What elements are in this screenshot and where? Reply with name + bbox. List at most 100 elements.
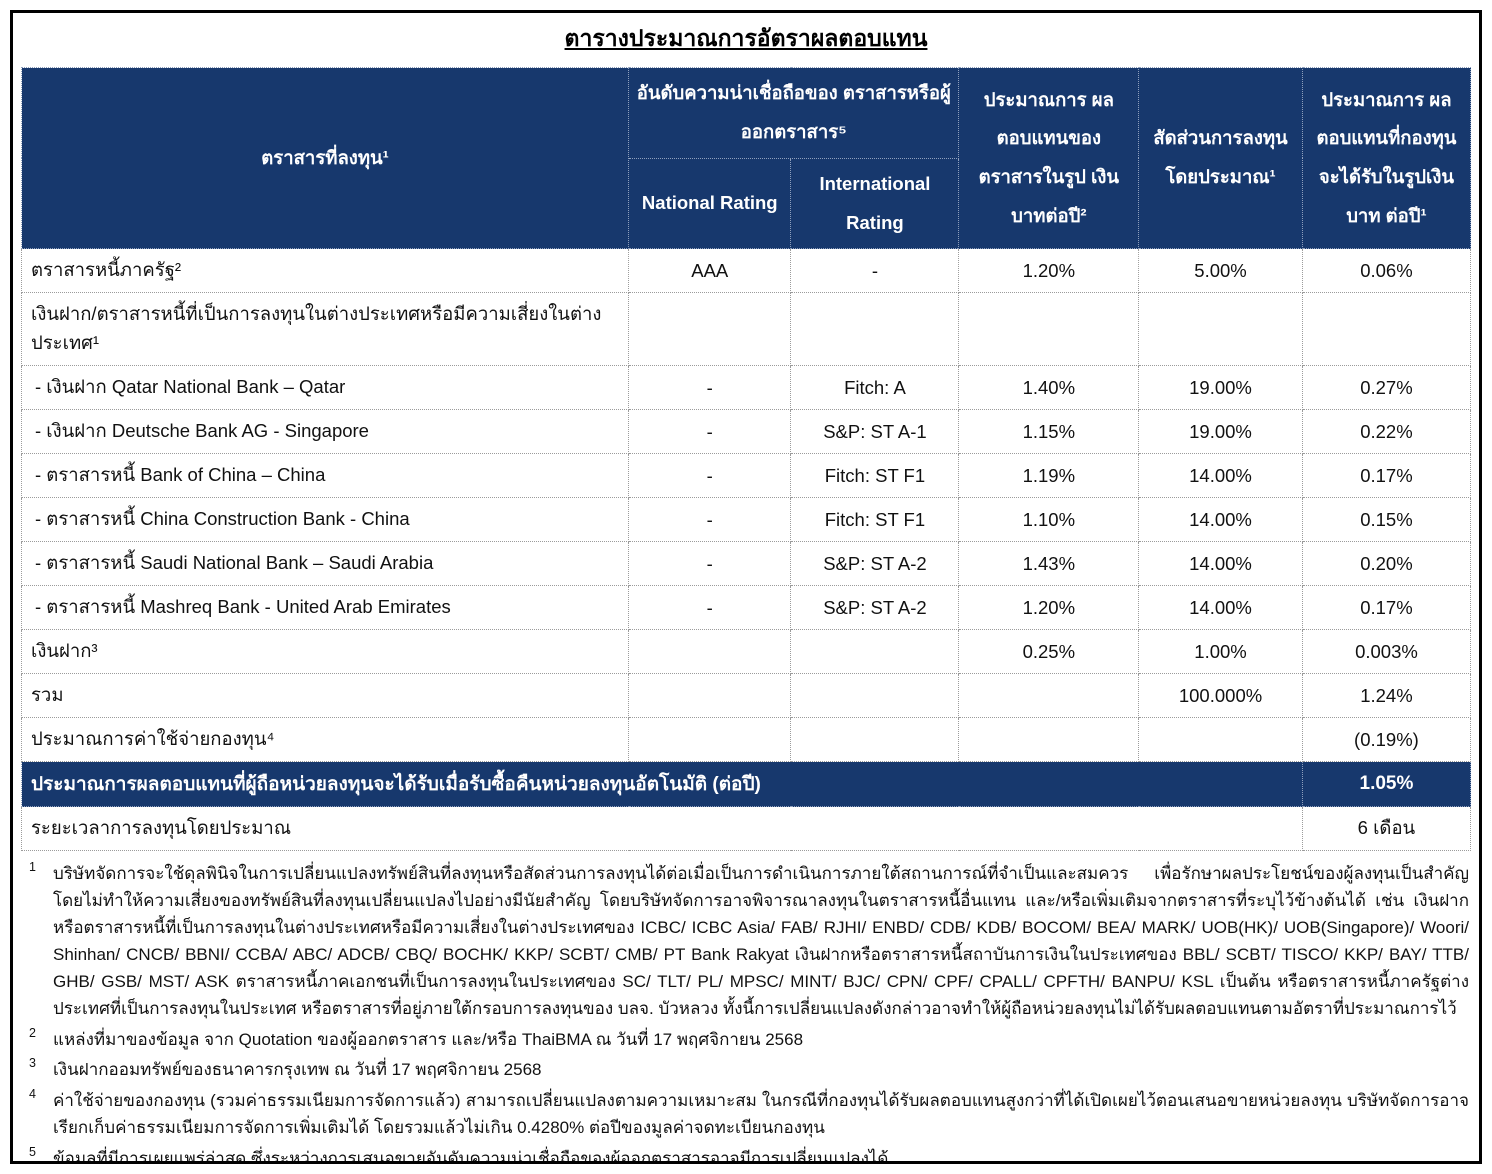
instrument-cell: ประมาณการค่าใช้จ่ายกองทุน⁴ bbox=[20, 717, 630, 763]
table-row: - ตราสารหนี้ Saudi National Bank – Saudi… bbox=[20, 541, 1472, 587]
fund-return-cell bbox=[1301, 292, 1472, 367]
col-header-national-rating: National Rating bbox=[628, 157, 792, 250]
footnote-marker: 2 bbox=[29, 1025, 36, 1040]
instrument-cell: เงินฝาก³ bbox=[20, 629, 630, 675]
international-rating-cell: Fitch: ST F1 bbox=[790, 497, 960, 543]
instrument-cell: - เงินฝาก Deutsche Bank AG - Singapore bbox=[20, 409, 630, 455]
returns-table: ตราสารที่ลงทุน¹ อันดับความน่าเชื่อถือของ… bbox=[20, 66, 1472, 852]
highlight-value: 1.05% bbox=[1301, 761, 1472, 808]
footnote-text: ค่าใช้จ่ายของกองทุน (รวมค่าธรรมเนียมการจ… bbox=[53, 1091, 1469, 1138]
period-label: ระยะเวลาการลงทุนโดยประมาณ bbox=[21, 806, 1303, 852]
footnote: 5 ข้อมูลที่มีการเผยแพร่ล่าสุด ซึ่งระหว่าง… bbox=[23, 1144, 1469, 1164]
table-row: เงินฝาก³ 0.25% 1.00% 0.003% bbox=[20, 629, 1472, 675]
table-row: เงินฝาก/ตราสารหนี้ที่เป็นการลงทุนในต่างป… bbox=[20, 292, 1472, 367]
international-rating-cell: Fitch: ST F1 bbox=[790, 453, 960, 499]
footnote-text: แหล่งที่มาของข้อมูล จาก Quotation ของผู้… bbox=[53, 1029, 804, 1049]
footnote-marker: 4 bbox=[29, 1087, 36, 1102]
international-rating-cell: Fitch: A bbox=[790, 365, 960, 411]
security-return-cell: 1.40% bbox=[958, 365, 1140, 411]
col-header-fund-return: ประมาณการ ผลตอบแทนที่กองทุน จะได้รับในรู… bbox=[1301, 66, 1472, 250]
proportion-cell bbox=[1138, 717, 1303, 763]
page-title: ตารางประมาณการอัตราผลตอบแทน bbox=[564, 25, 928, 51]
instrument-cell: - เงินฝาก Qatar National Bank – Qatar bbox=[20, 365, 630, 411]
col-header-instrument: ตราสารที่ลงทุน¹ bbox=[20, 66, 630, 250]
fund-return-cell: 0.003% bbox=[1301, 629, 1472, 675]
highlight-summary-row: ประมาณการผลตอบแทนที่ผู้ถือหน่วยลงทุนจะได… bbox=[21, 761, 1472, 808]
national-rating-cell: - bbox=[628, 409, 792, 455]
footnote-text: ข้อมูลที่มีการเผยแพร่ล่าสุด ซึ่งระหว่างก… bbox=[53, 1148, 889, 1164]
fund-return-cell: 0.17% bbox=[1301, 585, 1472, 631]
table-row: รวม 100.000% 1.24% bbox=[20, 673, 1472, 719]
international-rating-cell: S&P: ST A-1 bbox=[790, 409, 960, 455]
table-row: - เงินฝาก Qatar National Bank – Qatar - Fi… bbox=[20, 365, 1472, 411]
footnote-marker: 3 bbox=[29, 1056, 36, 1071]
security-return-cell: 0.25% bbox=[958, 629, 1140, 675]
national-rating-cell: - bbox=[628, 585, 792, 631]
proportion-cell: 14.00% bbox=[1138, 453, 1303, 499]
security-return-cell: 1.19% bbox=[958, 453, 1140, 499]
instrument-cell: ตราสารหนี้ภาครัฐ² bbox=[20, 248, 630, 294]
footnote-marker: 5 bbox=[29, 1144, 36, 1159]
highlight-label: ประมาณการผลตอบแทนที่ผู้ถือหน่วยลงทุนจะได… bbox=[21, 761, 1303, 808]
fund-return-cell: 0.20% bbox=[1301, 541, 1472, 587]
page-frame: ตารางประมาณการอัตราผลตอบแทน ตราสารที่ลงท… bbox=[10, 10, 1482, 1164]
proportion-cell: 19.00% bbox=[1138, 365, 1303, 411]
national-rating-cell: - bbox=[628, 541, 792, 587]
table-row: - เงินฝาก Deutsche Bank AG - Singapore - S… bbox=[20, 409, 1472, 455]
footnote-text: บริษัทจัดการจะใช้ดุลพินิจในการเปลี่ยนแปล… bbox=[53, 864, 1469, 1018]
col-header-security-return: ประมาณการ ผลตอบแทนของ ตราสารในรูป เงินบา… bbox=[958, 66, 1140, 250]
footnote: 3 เงินฝากออมทรัพย์ของธนาคารกรุงเทพ ณ วันท… bbox=[23, 1056, 1469, 1084]
security-return-cell bbox=[958, 717, 1140, 763]
national-rating-cell: AAA bbox=[628, 248, 792, 294]
national-rating-cell bbox=[628, 673, 792, 719]
fund-return-cell: 0.22% bbox=[1301, 409, 1472, 455]
col-header-rating-group: อันดับความน่าเชื่อถือของ ตราสารหรือผู้ออ… bbox=[628, 67, 960, 159]
proportion-cell bbox=[1138, 292, 1303, 367]
security-return-cell bbox=[958, 673, 1140, 719]
table-row: - ตราสารหนี้ China Construction Bank - C… bbox=[20, 497, 1472, 543]
footnote-marker: 1 bbox=[29, 860, 36, 875]
proportion-cell: 14.00% bbox=[1138, 497, 1303, 543]
footnotes-section: 1 บริษัทจัดการจะใช้ดุลพินิจในการเปลี่ยนแป… bbox=[21, 860, 1471, 1164]
footnote: 1 บริษัทจัดการจะใช้ดุลพินิจในการเปลี่ยนแป… bbox=[23, 860, 1469, 1022]
instrument-cell: - ตราสารหนี้ Mashreq Bank - United Arab … bbox=[20, 585, 630, 631]
security-return-cell: 1.20% bbox=[958, 585, 1140, 631]
table-row: ประมาณการค่าใช้จ่ายกองทุน⁴ (0.19%) bbox=[20, 717, 1472, 763]
instrument-cell: เงินฝาก/ตราสารหนี้ที่เป็นการลงทุนในต่างป… bbox=[20, 292, 630, 367]
national-rating-cell: - bbox=[628, 365, 792, 411]
table-row: ตราสารหนี้ภาครัฐ² AAA -1.20% 5.00% 0.06% bbox=[20, 248, 1472, 294]
fund-return-cell: 0.15% bbox=[1301, 497, 1472, 543]
table-row: - ตราสารหนี้ Mashreq Bank - United Arab … bbox=[20, 585, 1472, 631]
national-rating-cell: - bbox=[628, 497, 792, 543]
security-return-cell: 1.43% bbox=[958, 541, 1140, 587]
proportion-cell: 1.00% bbox=[1138, 629, 1303, 675]
header-row-1: ตราสารที่ลงทุน¹ อันดับความน่าเชื่อถือของ… bbox=[20, 66, 1472, 250]
fund-return-cell: 0.17% bbox=[1301, 453, 1472, 499]
proportion-cell: 19.00% bbox=[1138, 409, 1303, 455]
fund-return-cell: 1.24% bbox=[1301, 673, 1472, 719]
security-return-cell: 1.20% bbox=[958, 248, 1140, 294]
proportion-cell: 14.00% bbox=[1138, 585, 1303, 631]
header-row-2: National Rating International Rating bbox=[22, 157, 1471, 250]
proportion-cell: 14.00% bbox=[1138, 541, 1303, 587]
fund-return-cell: 0.06% bbox=[1301, 248, 1472, 294]
security-return-cell: 1.10% bbox=[958, 497, 1140, 543]
national-rating-cell bbox=[628, 717, 792, 763]
table-row: - ตราสารหนี้ Bank of China – China - Fitch… bbox=[20, 453, 1472, 499]
fund-return-cell: (0.19%) bbox=[1301, 717, 1472, 763]
international-rating-cell bbox=[790, 673, 960, 719]
international-rating-cell: - bbox=[790, 248, 960, 294]
international-rating-cell: S&P: ST A-2 bbox=[790, 541, 960, 587]
international-rating-cell: S&P: ST A-2 bbox=[790, 585, 960, 631]
international-rating-cell bbox=[790, 292, 960, 367]
national-rating-cell bbox=[628, 629, 792, 675]
instrument-cell: - ตราสารหนี้ China Construction Bank - C… bbox=[20, 497, 630, 543]
security-return-cell: 1.15% bbox=[958, 409, 1140, 455]
national-rating-cell: - bbox=[628, 453, 792, 499]
footnote: 4 ค่าใช้จ่ายของกองทุน (รวมค่าธรรมเนียมการ… bbox=[23, 1087, 1469, 1142]
instrument-cell: รวม bbox=[20, 673, 630, 719]
proportion-cell: 5.00% bbox=[1138, 248, 1303, 294]
footnote-text: เงินฝากออมทรัพย์ของธนาคารกรุงเทพ ณ วันที… bbox=[53, 1060, 542, 1080]
international-rating-cell bbox=[790, 717, 960, 763]
